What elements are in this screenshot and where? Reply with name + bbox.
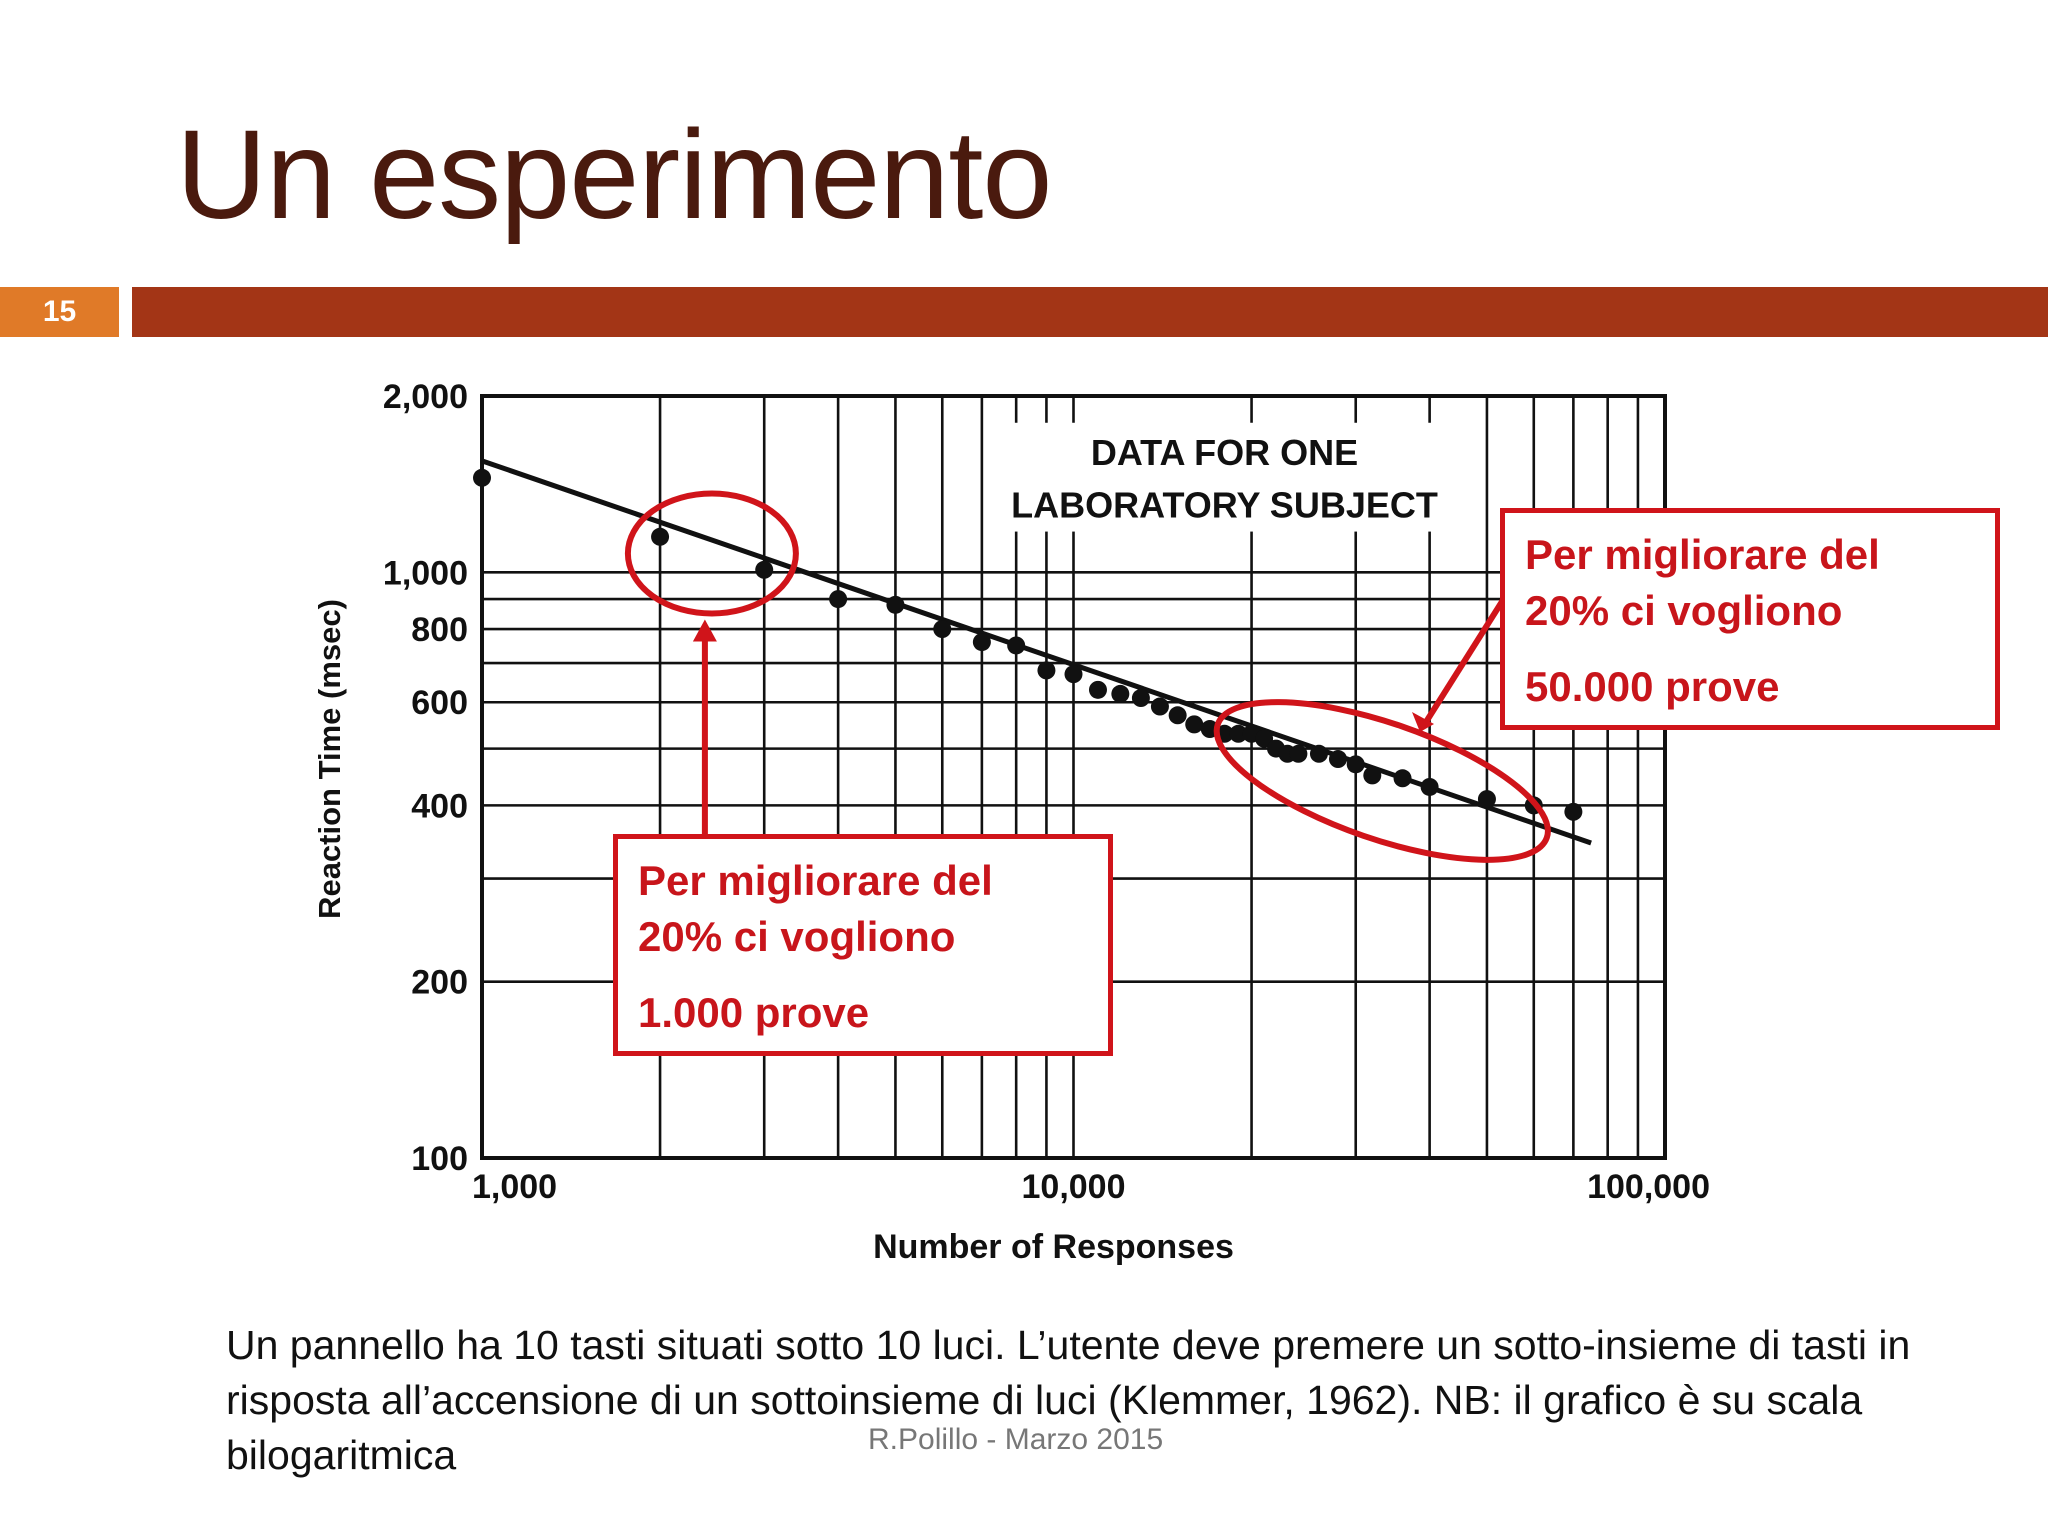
y-tick-label: 1,000: [383, 554, 468, 592]
y-tick-label: 2,000: [383, 378, 468, 416]
data-point: [1111, 684, 1130, 703]
data-point: [755, 560, 774, 579]
y-tick-label: 200: [411, 964, 468, 1002]
data-point: [1168, 706, 1187, 725]
data-point: [651, 527, 670, 546]
x-tick-label: 100,000: [1587, 1168, 1710, 1206]
data-point: [1150, 697, 1169, 716]
data-point: [1328, 750, 1347, 769]
callout-arrowhead-1000: [692, 619, 717, 642]
data-point: [1477, 790, 1496, 809]
data-point: [1289, 744, 1308, 763]
data-points: [473, 468, 1583, 821]
data-point: [1346, 755, 1365, 774]
data-point: [829, 590, 848, 609]
data-point: [972, 633, 991, 652]
data-point: [886, 595, 905, 614]
y-tick-labels: 2,000 1,000 800 600 400 200 100: [383, 378, 468, 1178]
y-tick-label: 600: [411, 684, 468, 722]
data-point: [473, 468, 491, 487]
callout-1000-trials: Per migliorare del 20% ci vogliono 1.000…: [613, 834, 1113, 1056]
callout-50000-line-2: 20% ci vogliono: [1525, 587, 1843, 634]
x-axis-label: Number of Responses: [873, 1228, 1234, 1266]
callout-50000-line-1: Per migliorare del: [1525, 531, 1880, 578]
reaction-time-chart: 2,000 1,000 800 600 400 200 100 1,000 10,000 100…: [312, 378, 1710, 1266]
callout-1000-line-2: 20% ci vogliono: [638, 913, 956, 960]
slide-title: Un esperimento: [176, 104, 1052, 245]
chart-annotation-line-1: DATA FOR ONE: [1091, 432, 1358, 473]
data-point: [1393, 769, 1412, 788]
data-point: [1255, 729, 1274, 748]
slide-caption: Un pannello ha 10 tasti situati sotto 10…: [226, 1322, 1911, 1478]
data-point: [1131, 689, 1150, 708]
y-tick-label: 100: [411, 1140, 468, 1178]
data-point: [1064, 665, 1083, 684]
data-point: [1309, 744, 1328, 763]
callout-50000-trials: Per migliorare del 20% ci vogliono 50.00…: [1500, 508, 2000, 730]
slide-footer: R.Polillo - Marzo 2015: [868, 1423, 1164, 1456]
y-tick-label: 400: [411, 787, 468, 825]
data-point: [1420, 777, 1439, 796]
data-point: [1185, 715, 1204, 734]
y-tick-label: 800: [411, 611, 468, 649]
annotation-background: [984, 422, 1465, 532]
title-divider-bar: [132, 287, 2048, 337]
callout-arrow-50000: [1423, 598, 1506, 724]
data-point: [1037, 661, 1056, 680]
data-point: [1564, 802, 1583, 821]
highlight-ellipse-1000: [624, 490, 799, 617]
plot-frame: [480, 394, 1667, 1160]
callout-50000-line-3: 50.000 prove: [1525, 663, 1780, 710]
x-tick-label: 1,000: [472, 1168, 557, 1206]
chart-annotation-line-2: LABORATORY SUBJECT: [1011, 485, 1438, 526]
highlight-ellipse-50000: [1213, 699, 1551, 863]
y-axis-label: Reaction Time (msec): [312, 599, 347, 919]
callout-1000-line-3: 1.000 prove: [638, 989, 870, 1036]
x-tick-labels: 1,000 10,000 100,000: [472, 1168, 1710, 1206]
data-point: [1007, 636, 1026, 655]
callout-1000-line-1: Per migliorare del: [638, 857, 993, 904]
data-point: [1088, 680, 1107, 699]
highlight-layer: [624, 490, 1551, 863]
slide-number: 15: [42, 295, 77, 328]
x-tick-label: 10,000: [1022, 1168, 1126, 1206]
data-point: [933, 620, 952, 639]
callout-arrowhead-50000: [1412, 712, 1434, 732]
data-point: [1363, 766, 1382, 785]
data-point: [1229, 724, 1248, 743]
slide-number-badge: 15: [0, 287, 119, 337]
